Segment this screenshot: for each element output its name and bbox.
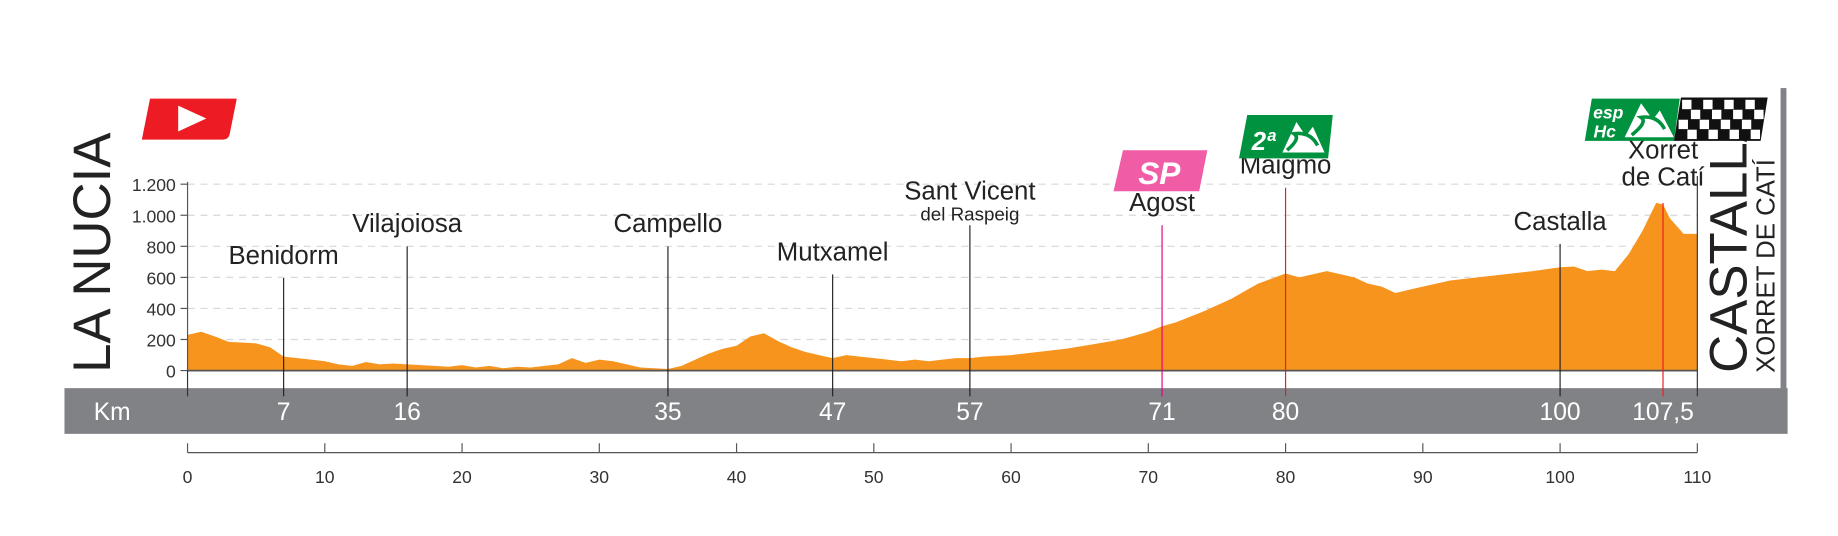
waypoint-km-label: 7 [277,399,291,426]
waypoint-name: Benidorm [228,242,338,270]
waypoints: Benidorm 7 Vilajoiosa 16 Campello 35 Mutxamel 4… [228,136,1705,425]
waypoint-km-label: 80 [1272,399,1299,426]
finish-flag-square [1678,119,1688,130]
y-tick-label: 600 [146,268,176,288]
finish-flag-square [1682,99,1692,110]
y-tick-label: 400 [146,299,176,319]
y-axis-ticks: 0 200 400 600 800 1.000 1.200 [132,175,188,382]
waypoint-km-label: 47 [819,399,846,426]
finish-flag-square [1720,119,1731,130]
x-tick-label: 80 [1276,467,1296,487]
start-icon [141,98,237,140]
y-tick-label: 0 [166,362,176,382]
waypoint-subname: de Catí [1621,163,1705,191]
x-axis-ticks: 0 10 20 30 40 50 60 70 80 90 100 110 [183,443,1712,487]
hors-categorie-climb-icon: esp Hc [1584,98,1680,141]
finish-flag-icon [1673,97,1768,141]
waypoint-km-label: 35 [654,399,681,426]
x-tick-label: 10 [315,467,335,487]
waypoint-name: Vilajoiosa [352,210,462,238]
finish-flag-square [1729,129,1739,140]
finish-flag-square [1745,99,1755,110]
finish-flag-square [1711,109,1722,120]
finish-flag-square [1750,129,1761,140]
finish-town-label: CASTALLA [1700,106,1759,373]
finish-flag-square [1754,109,1764,120]
x-tick-label: 40 [727,467,747,487]
finish-flag-square [1687,129,1697,140]
y-tick-label: 1.200 [132,175,176,195]
x-tick-label: 50 [864,467,884,487]
finish-flag-square [1733,109,1743,120]
x-tick-label: 100 [1545,467,1575,487]
waypoint-name: Campello [614,210,723,238]
waypoint-name: Castalla [1514,208,1608,236]
finish-flag-square [1699,119,1710,130]
km-band [64,388,1788,434]
svg-text:Hc: Hc [1593,121,1616,141]
finish-subtitle-label: XORRET DE CATÍ [1752,158,1781,373]
x-tick-label: 110 [1683,467,1711,487]
waypoint-km-label: 107,5 [1632,399,1694,426]
x-tick-label: 0 [183,467,193,487]
x-tick-label: 70 [1139,467,1159,487]
svg-text:2ª: 2ª [1251,128,1277,156]
y-tick-label: 800 [146,237,176,257]
waypoint-km-label: 57 [956,399,983,426]
waypoint-name: Sant Vicent [904,177,1035,205]
finish-flag-square [1741,119,1752,130]
waypoint-km-label: 100 [1540,399,1581,426]
sprint-badge-icon: SP [1113,150,1208,192]
x-tick-label: 30 [590,467,610,487]
waypoint-name: Xorret [1628,136,1698,164]
svg-text:esp: esp [1593,103,1624,123]
finish-flag-square [1724,99,1734,110]
category-2-climb-icon: 2ª [1239,115,1333,159]
waypoint-subname: del Raspeig [920,204,1019,225]
grid-lines [187,183,1698,341]
svg-text:SP: SP [1138,155,1181,191]
y-tick-label: 200 [146,331,176,351]
waypoint-name: Mutxamel [777,238,889,266]
finish-flag-square [1703,99,1713,110]
x-tick-label: 90 [1413,467,1433,487]
finish-flag-square [1690,109,1701,120]
finish-flag-square [1708,129,1718,140]
x-tick-label: 20 [452,467,472,487]
km-band-label: Km [94,399,131,426]
waypoint-km-label: 71 [1148,399,1175,426]
finish-frame-bar [1780,88,1787,393]
x-tick-label: 60 [1001,467,1021,487]
elevation-profile-area [187,202,1698,371]
start-town-label: LA NUCIA [63,132,122,373]
waypoint-name: Agost [1129,189,1195,217]
waypoint-km-label: 16 [393,399,420,426]
y-tick-label: 1.000 [132,206,176,226]
